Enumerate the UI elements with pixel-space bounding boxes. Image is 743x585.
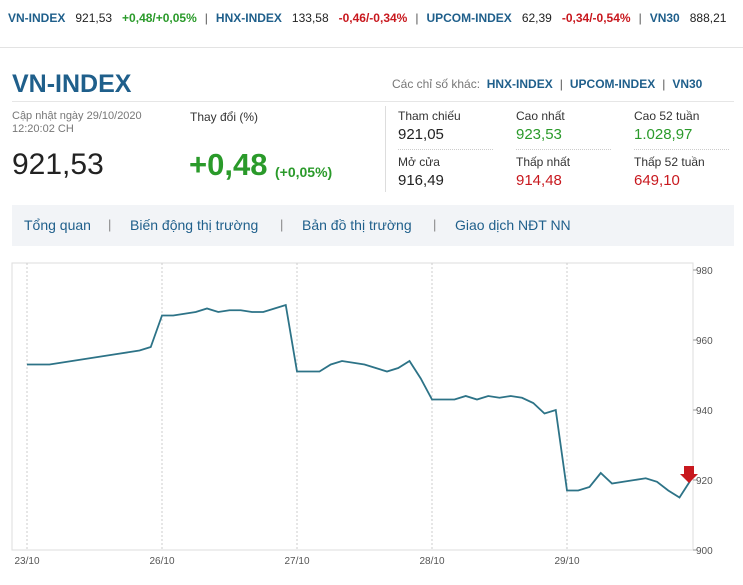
y-tick-label: 900: [696, 546, 713, 557]
divider: [385, 106, 386, 192]
divider: [12, 101, 734, 102]
x-tick-label: 23/10: [14, 556, 39, 567]
tab[interactable]: Bản đồ thị trường: [302, 217, 412, 233]
stat-label: Thấp 52 tuần: [634, 155, 705, 169]
ticker-name[interactable]: HNX-INDEX: [215, 11, 282, 25]
ticker-name[interactable]: UPCOM-INDEX: [426, 11, 512, 25]
update-label: Cập nhật ngày 29/10/2020: [12, 110, 142, 122]
separator: |: [204, 11, 208, 25]
ticker-name[interactable]: VN30: [649, 11, 680, 25]
price: 921,53: [12, 148, 104, 181]
y-tick-label: 960: [696, 336, 713, 347]
separator: |: [559, 77, 563, 91]
change-percent: (+0,05%): [275, 164, 333, 180]
divider: [634, 149, 729, 150]
y-tick-label: 980: [696, 266, 713, 277]
stat-label: Tham chiếu: [398, 109, 461, 123]
x-tick-label: 26/10: [149, 556, 174, 567]
separator: |: [638, 11, 642, 25]
x-tick-label: 29/10: [554, 556, 579, 567]
x-tick-label: 27/10: [284, 556, 309, 567]
tab[interactable]: Giao dịch NĐT NN: [455, 217, 571, 233]
stat-label: Cao nhất: [516, 109, 565, 123]
stat-value: 916,49: [398, 172, 444, 189]
index-link[interactable]: VN30: [672, 77, 703, 91]
stat-value: 1.028,97: [634, 126, 693, 143]
index-link[interactable]: HNX-INDEX: [486, 77, 553, 91]
update-time: 12:20:02 CH: [12, 123, 74, 135]
other-label: Các chỉ số khác:: [392, 77, 481, 91]
separator: |: [415, 11, 419, 25]
y-tick-label: 940: [696, 406, 713, 417]
ticker-value: 888,21: [689, 11, 727, 25]
ticker-value: 921,53: [75, 11, 113, 25]
other-indexes: Các chỉ số khác: HNX-INDEX | UPCOM-INDEX | V…: [392, 77, 702, 91]
separator: |: [108, 217, 112, 232]
plot-frame: [11, 262, 694, 551]
separator: |: [662, 77, 666, 91]
ticker-name[interactable]: VN-INDEX: [8, 11, 66, 25]
update-info: Cập nhật ngày 29/10/2020 12:20:02 CH: [12, 110, 142, 136]
stat-label: Mở cửa: [398, 155, 440, 169]
stat-value: 649,10: [634, 172, 680, 189]
ticker-value: 62,39: [521, 11, 552, 25]
ticker-bar: VN-INDEX 921,53 +0,48/+0,05% | HNX-INDEX 133,…: [8, 11, 736, 25]
change-value: +0,48: [189, 147, 268, 182]
ticker-value: 133,58: [291, 11, 329, 25]
divider: [398, 149, 493, 150]
change-label: Thay đổi (%): [190, 110, 259, 124]
stat-label: Thấp nhất: [516, 155, 571, 169]
divider: [0, 47, 743, 48]
x-tick-label: 28/10: [419, 556, 444, 567]
stat-value: 923,53: [516, 126, 562, 143]
index-title: VN-INDEX: [12, 70, 132, 98]
divider: [516, 149, 611, 150]
separator: |: [433, 217, 437, 232]
ticker-change: -0,34/-0,54%: [561, 11, 631, 25]
price-line: [27, 303, 692, 499]
ticker-change: +0,48/+0,05%: [122, 11, 197, 25]
index-link[interactable]: UPCOM-INDEX: [569, 77, 656, 91]
y-tick-label: 920: [696, 476, 713, 487]
tab-bar: Tổng quan | Biến động thị trường | Bản đồ th…: [12, 205, 734, 246]
separator: |: [280, 217, 284, 232]
ticker-change: -0,46/-0,34%: [338, 11, 408, 25]
stat-label: Cao 52 tuần: [634, 109, 700, 123]
stat-value: 914,48: [516, 172, 562, 189]
stat-value: 921,05: [398, 126, 444, 143]
tab[interactable]: Biến động thị trường: [130, 217, 259, 233]
current-marker: [680, 466, 698, 483]
tab[interactable]: Tổng quan: [24, 217, 91, 233]
